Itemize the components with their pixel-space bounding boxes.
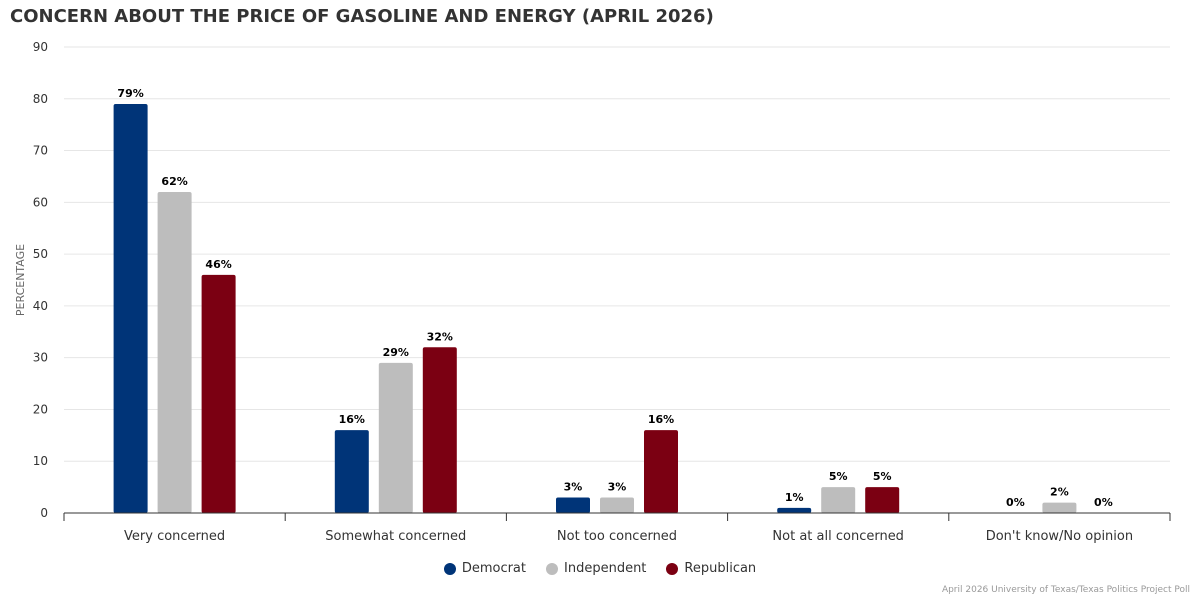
y-tick-label: 40 bbox=[33, 299, 48, 313]
chart-title: CONCERN ABOUT THE PRICE OF GASOLINE AND … bbox=[10, 6, 714, 27]
legend-swatch-icon bbox=[546, 562, 558, 575]
data-label: 3% bbox=[564, 480, 583, 493]
bar-democrat-0[interactable] bbox=[113, 103, 148, 513]
y-tick-label: 60 bbox=[33, 195, 48, 209]
y-tick-label: 0 bbox=[40, 506, 48, 520]
bar-democrat-1[interactable] bbox=[334, 430, 369, 513]
x-tick-label: Somewhat concerned bbox=[325, 529, 466, 544]
data-label: 0% bbox=[1094, 496, 1113, 509]
bar-republican-3[interactable] bbox=[865, 487, 900, 513]
x-tick-label: Not too concerned bbox=[557, 529, 677, 544]
data-label: 16% bbox=[339, 413, 365, 426]
x-tick-label: Very concerned bbox=[124, 529, 225, 544]
bar-democrat-3[interactable] bbox=[777, 507, 812, 513]
data-label: 5% bbox=[873, 470, 892, 483]
x-tick-label: Not at all concerned bbox=[772, 529, 904, 544]
data-label: 5% bbox=[829, 470, 848, 483]
legend-swatch-icon bbox=[666, 562, 679, 575]
bar-independent-1[interactable] bbox=[378, 362, 413, 513]
legend-label: Republican bbox=[684, 561, 757, 576]
legend-label: Independent bbox=[564, 561, 647, 576]
data-label: 16% bbox=[648, 413, 674, 426]
y-tick-label: 20 bbox=[33, 402, 48, 416]
legend-item-democrat[interactable]: Democrat bbox=[443, 561, 526, 576]
y-tick-label: 90 bbox=[33, 40, 48, 54]
y-axis-label: PERCENTAGE bbox=[14, 244, 27, 316]
data-label: 62% bbox=[161, 175, 187, 188]
y-axis-ticks: 0 10 20 30 40 50 60 70 80 90 bbox=[33, 40, 48, 520]
y-tick-label: 70 bbox=[33, 144, 48, 158]
data-label: 2% bbox=[1050, 486, 1069, 499]
data-label: 79% bbox=[117, 87, 143, 100]
y-tick-label: 50 bbox=[33, 247, 48, 261]
data-label: 1% bbox=[785, 491, 804, 504]
grid-lines bbox=[64, 46, 1170, 462]
y-tick-label: 10 bbox=[33, 454, 48, 468]
credit-text: April 2026 University of Texas/Texas Pol… bbox=[941, 585, 1190, 595]
bar-independent-3[interactable] bbox=[821, 487, 856, 513]
bar-republican-2[interactable] bbox=[644, 430, 678, 513]
legend-label: Democrat bbox=[461, 561, 526, 576]
bar-republican-0[interactable] bbox=[201, 274, 236, 513]
x-axis: Very concerned Somewhat concerned Not too … bbox=[63, 512, 1171, 544]
legend: Democrat Independent Republican bbox=[0, 561, 1200, 576]
y-tick-label: 80 bbox=[33, 92, 48, 106]
data-label: 29% bbox=[383, 346, 409, 359]
legend-item-republican[interactable]: Republican bbox=[666, 561, 756, 576]
y-tick-label: 30 bbox=[33, 351, 48, 365]
bar-independent-4[interactable] bbox=[1042, 502, 1077, 513]
x-tick-label: Don't know/No opinion bbox=[986, 529, 1133, 544]
legend-swatch-icon bbox=[443, 562, 456, 575]
data-label: 32% bbox=[427, 330, 453, 343]
bar-independent-2[interactable] bbox=[600, 497, 634, 513]
bar-democrat-2[interactable] bbox=[556, 497, 590, 513]
bar-independent-0[interactable] bbox=[157, 191, 192, 513]
bars: 79% 16% 3% 1% 0% 62% 29% 3% 5% 2% 46% 32% 16% 5% 0% bbox=[113, 87, 1113, 513]
data-label: 46% bbox=[205, 258, 231, 271]
legend-item-independent[interactable]: Independent bbox=[546, 561, 646, 576]
data-label: 3% bbox=[608, 480, 627, 493]
bar-republican-1[interactable] bbox=[422, 347, 457, 513]
data-label: 0% bbox=[1006, 496, 1025, 509]
